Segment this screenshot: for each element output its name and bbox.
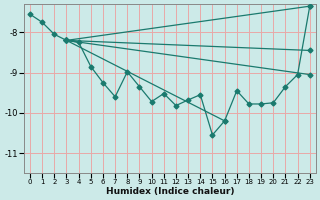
X-axis label: Humidex (Indice chaleur): Humidex (Indice chaleur) [106, 187, 234, 196]
